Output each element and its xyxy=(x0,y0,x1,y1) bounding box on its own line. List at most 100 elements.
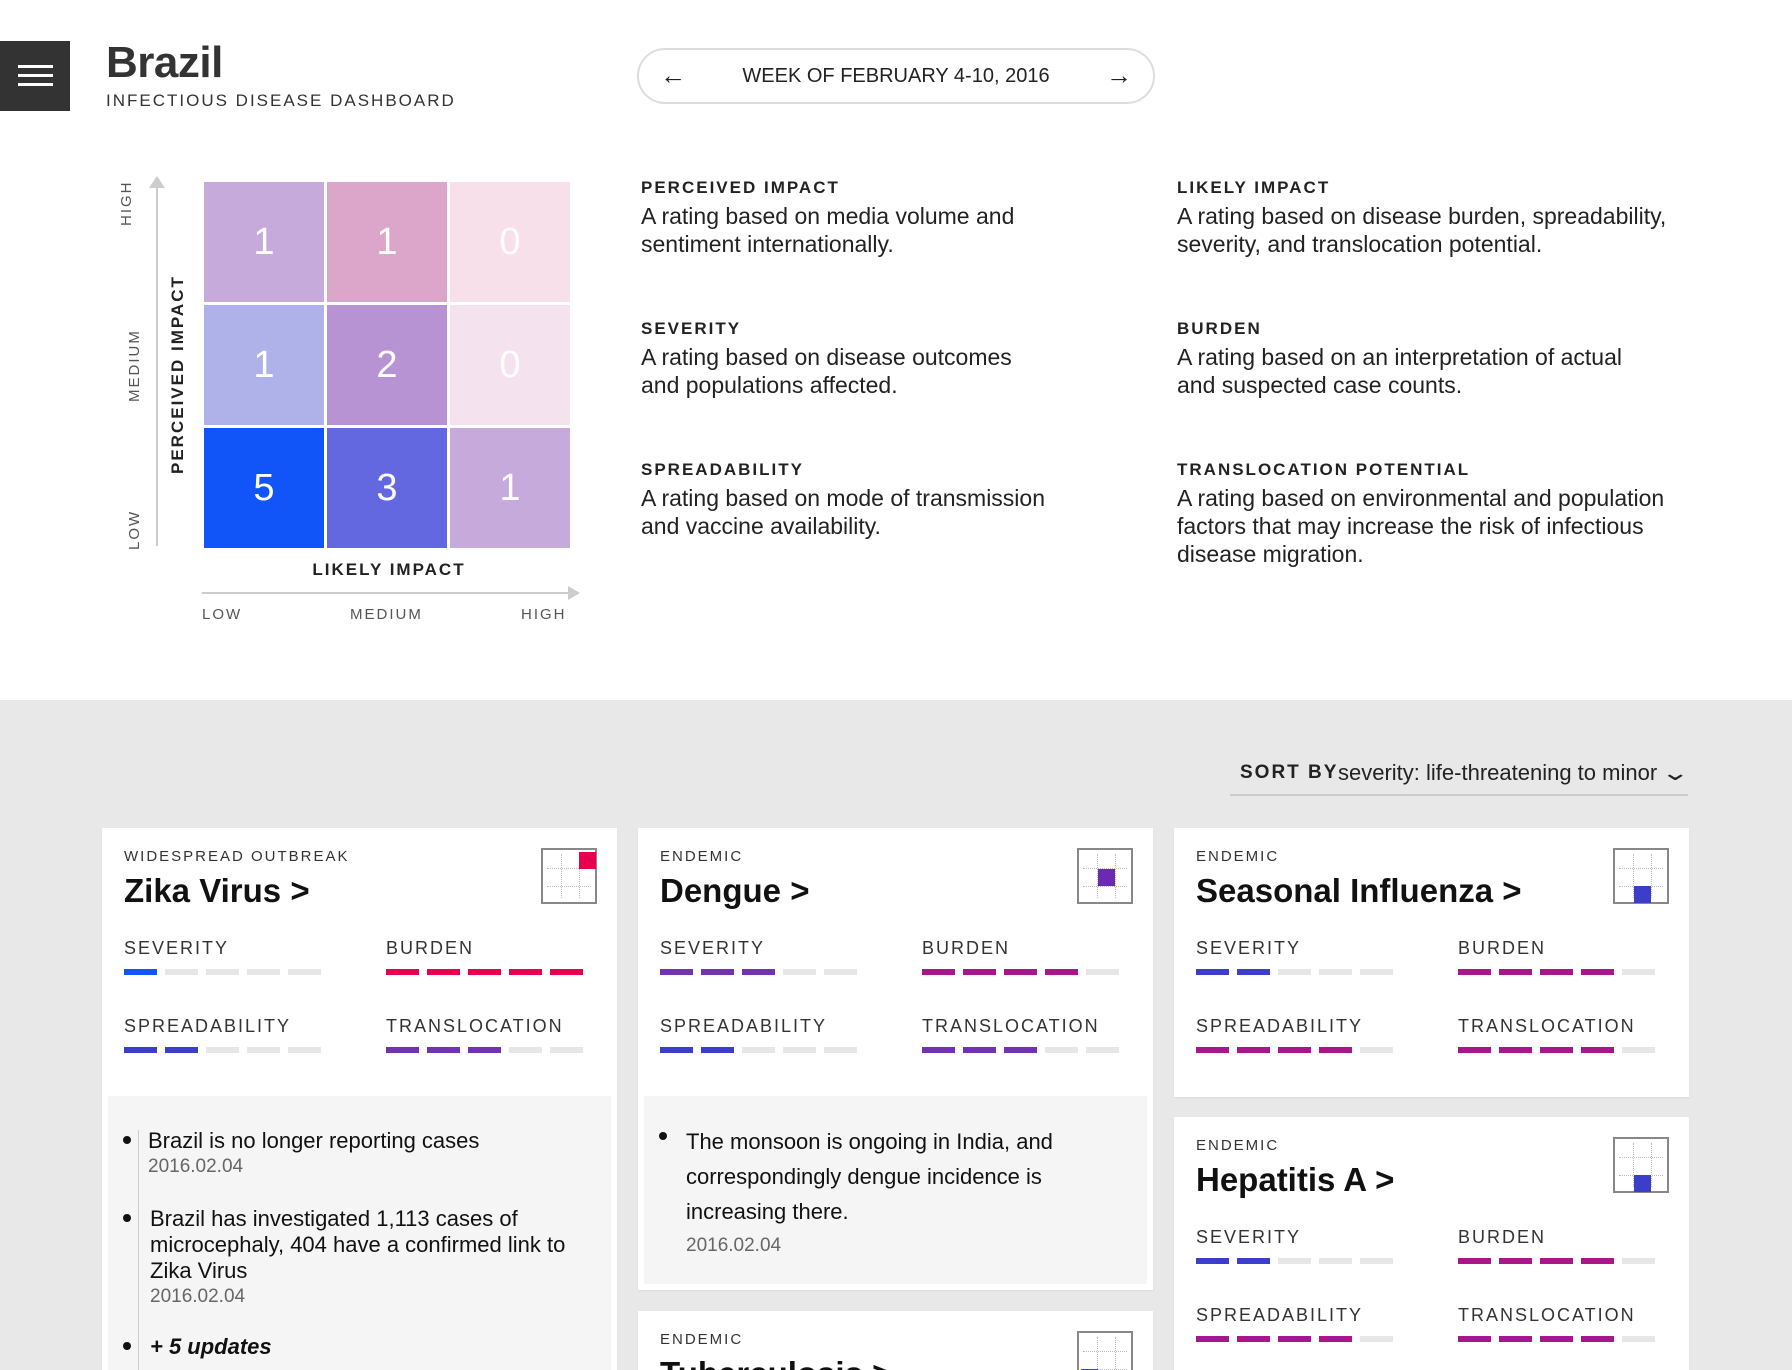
definition-text: A rating based on media volume and senti… xyxy=(641,203,1015,257)
metric-bar-segment xyxy=(206,1047,239,1053)
matrix-cell-high-high[interactable]: 0 xyxy=(450,182,570,302)
metric-burden: BURDEN xyxy=(1458,938,1678,975)
arrow-right-icon[interactable]: → xyxy=(1106,60,1132,90)
definition-burden: BURDEN A rating based on an interpretati… xyxy=(1177,319,1677,399)
metric-bar-segment xyxy=(1622,1047,1655,1053)
x-axis-title: LIKELY IMPACT xyxy=(312,560,466,579)
metric-bars xyxy=(1458,1047,1678,1053)
y-label-medium: MEDIUM xyxy=(126,329,143,402)
metric-bar-segment xyxy=(922,1047,955,1053)
card-title-link[interactable]: Tuberculosis > xyxy=(660,1355,891,1370)
chevron-down-icon: ⌄ xyxy=(1660,760,1690,785)
metric-bar-segment xyxy=(742,1047,775,1053)
mini-matrix-marker xyxy=(1634,1175,1651,1192)
metric-severity: SEVERITY xyxy=(1196,938,1416,975)
metric-bars xyxy=(1196,1258,1416,1264)
arrow-left-icon[interactable]: ← xyxy=(660,60,686,90)
metric-spreadability: SPREADABILITY xyxy=(1196,1016,1416,1053)
metric-bar-segment xyxy=(1499,1336,1532,1342)
definition-translocation: TRANSLOCATION POTENTIAL A rating based o… xyxy=(1177,460,1677,568)
metric-bars xyxy=(386,1047,606,1053)
matrix-cell-low-low[interactable]: 5 xyxy=(204,428,324,548)
card-category: ENDEMIC xyxy=(660,848,744,865)
week-navigator: ← WEEK OF FEBRUARY 4-10, 2016 → xyxy=(637,48,1155,104)
metric-bar-segment xyxy=(1540,1258,1573,1264)
metric-bar-segment xyxy=(1581,969,1614,975)
matrix-cell-low-high[interactable]: 1 xyxy=(450,428,570,548)
matrix-cell-medium-medium[interactable]: 2 xyxy=(327,305,447,425)
metric-bar-segment xyxy=(1237,1336,1270,1342)
metric-label: SEVERITY xyxy=(124,938,230,958)
card-title-link[interactable]: Zika Virus > xyxy=(124,872,310,909)
metric-bar-segment xyxy=(1045,1047,1078,1053)
mini-matrix-icon[interactable] xyxy=(541,848,597,904)
metric-bar-segment xyxy=(247,969,280,975)
metric-bar-segment xyxy=(1540,1336,1573,1342)
matrix-cell-high-low[interactable]: 1 xyxy=(204,182,324,302)
card-category: ENDEMIC xyxy=(1196,848,1280,865)
more-updates-link[interactable]: + 5 updates xyxy=(123,1334,581,1360)
metric-label: TRANSLOCATION xyxy=(1458,1305,1636,1325)
sort-dropdown[interactable]: SORT BY severity: life-threatening to mi… xyxy=(1230,760,1690,796)
metric-bar-segment xyxy=(660,1047,693,1053)
metric-bar-segment xyxy=(1499,1258,1532,1264)
card-title-link[interactable]: Dengue > xyxy=(660,872,810,909)
metric-bar-segment xyxy=(1278,1047,1311,1053)
matrix-cell-low-medium[interactable]: 3 xyxy=(327,428,447,548)
mini-matrix-icon[interactable] xyxy=(1077,1331,1133,1370)
metric-bar-segment xyxy=(1237,969,1270,975)
metric-bar-segment xyxy=(509,969,542,975)
metric-bar-segment xyxy=(1319,1336,1352,1342)
metric-bar-segment xyxy=(1581,1258,1614,1264)
metric-bar-segment xyxy=(1458,1258,1491,1264)
disease-card-tuberculosis: ENDEMIC Tuberculosis > xyxy=(638,1311,1153,1370)
metric-label: SEVERITY xyxy=(660,938,766,958)
card-title-link[interactable]: Hepatitis A > xyxy=(1196,1161,1395,1198)
sort-value: severity: life-threatening to minor xyxy=(1338,760,1658,785)
chevron-right-icon: > xyxy=(1375,1161,1395,1198)
x-axis xyxy=(202,592,576,594)
definition-title: BURDEN xyxy=(1177,319,1262,338)
mini-matrix-icon[interactable] xyxy=(1613,1137,1669,1193)
metric-bars xyxy=(1458,969,1678,975)
metric-bar-segment xyxy=(1196,1258,1229,1264)
metric-bar-segment xyxy=(963,969,996,975)
metric-burden: BURDEN xyxy=(386,938,606,975)
matrix-cell-medium-low[interactable]: 1 xyxy=(204,305,324,425)
disease-card-seasonal-influenza: ENDEMIC Seasonal Influenza > SEVERITY BU… xyxy=(1174,828,1689,1097)
metric-bar-segment xyxy=(386,1047,419,1053)
x-axis-arrow xyxy=(568,586,580,600)
metric-label: TRANSLOCATION xyxy=(386,1016,564,1036)
metric-label: TRANSLOCATION xyxy=(922,1016,1100,1036)
metric-bar-segment xyxy=(824,969,857,975)
definition-text: A rating based on mode of transmission a… xyxy=(641,485,1046,539)
card-title-link[interactable]: Seasonal Influenza > xyxy=(1196,872,1522,909)
card-category: ENDEMIC xyxy=(1196,1137,1280,1154)
mini-matrix-icon[interactable] xyxy=(1613,848,1669,904)
card-updates: The monsoon is ongoing in India, and cor… xyxy=(644,1096,1147,1284)
disease-card-zika: WIDESPREAD OUTBREAK Zika Virus > SEVERIT… xyxy=(102,828,617,1370)
metric-translocation: TRANSLOCATION xyxy=(1458,1016,1678,1053)
metric-bar-segment xyxy=(247,1047,280,1053)
metric-bar-segment xyxy=(386,969,419,975)
metric-bar-segment xyxy=(742,969,775,975)
matrix-cell-high-medium[interactable]: 1 xyxy=(327,182,447,302)
metric-bars xyxy=(922,1047,1142,1053)
mini-matrix-icon[interactable] xyxy=(1077,848,1133,904)
definition-text: A rating based on disease burden, spread… xyxy=(1177,203,1667,257)
metric-bar-segment xyxy=(660,969,693,975)
update-item: Brazil has investigated 1,113 cases of m… xyxy=(123,1206,581,1308)
menu-button[interactable] xyxy=(0,41,70,111)
metric-label: BURDEN xyxy=(1458,938,1547,958)
metric-label: SPREADABILITY xyxy=(1196,1305,1364,1325)
matrix-cell-medium-high[interactable]: 0 xyxy=(450,305,570,425)
metric-label: BURDEN xyxy=(1458,1227,1547,1247)
metric-bar-segment xyxy=(1319,1047,1352,1053)
metric-bar-segment xyxy=(1581,1336,1614,1342)
metric-bar-segment xyxy=(922,969,955,975)
metric-label: SPREADABILITY xyxy=(124,1016,292,1036)
metric-burden: BURDEN xyxy=(922,938,1142,975)
metric-bar-segment xyxy=(1086,1047,1119,1053)
metric-translocation: TRANSLOCATION xyxy=(922,1016,1142,1053)
updates-timeline-line xyxy=(138,1130,139,1370)
